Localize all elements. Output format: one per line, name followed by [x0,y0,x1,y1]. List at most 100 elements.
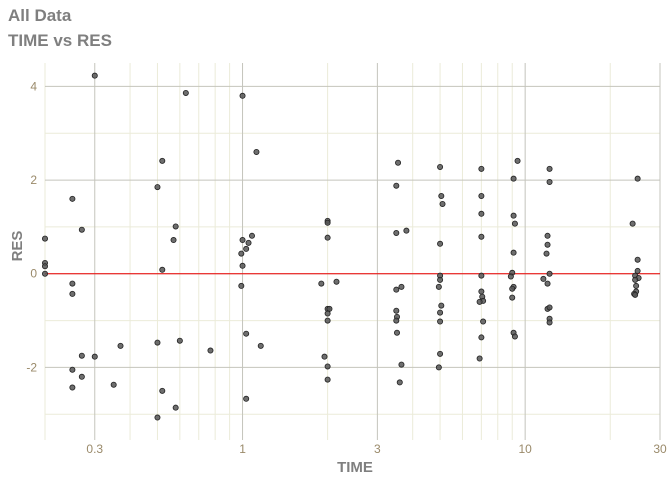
data-point [478,165,485,172]
data-point [239,92,246,99]
data-point [243,395,250,402]
data-point [42,263,49,270]
data-point [546,319,553,326]
data-point [403,227,410,234]
data-point [435,283,442,290]
data-point [510,175,517,182]
x-tick-label: 30 [653,442,667,456]
data-point [510,212,517,219]
data-point [393,307,400,314]
data-point [69,384,76,391]
data-point [633,282,640,289]
data-point [324,376,331,383]
data-point [78,226,85,233]
data-point [238,282,245,289]
data-point [318,280,325,287]
data-point [511,333,518,340]
data-point [69,195,76,202]
y-axis-label: RES [9,231,26,262]
data-point [393,286,400,293]
data-point [324,317,331,324]
data-point [478,210,485,217]
data-point [170,237,177,244]
data-point [253,148,260,155]
data-point [437,276,444,283]
data-point [324,219,331,226]
data-point [629,220,636,227]
data-point [393,182,400,189]
data-point [394,329,401,336]
data-point [437,163,444,170]
data-point [546,178,553,185]
data-point [245,239,252,246]
data-point [544,241,551,248]
grid [44,63,661,440]
data-point [437,240,444,247]
data-point [634,267,641,274]
data-point [159,157,166,164]
data-point [172,404,179,411]
points [42,72,642,421]
x-tick-label: 0.3 [86,442,103,456]
x-tick-label: 1 [239,442,246,456]
x-tick-label: 3 [374,442,381,456]
data-point [324,310,331,317]
data-point [437,318,444,325]
data-point [476,298,483,305]
data-point [435,364,442,371]
data-point [172,223,179,230]
data-point [324,234,331,241]
tick-labels: 0.3 1 3 10 30 -2 0 2 4 [26,79,667,456]
data-point [154,339,161,346]
data-point [478,272,485,279]
data-point [117,342,124,349]
data-point [396,379,403,386]
data-point [543,250,550,257]
data-point [78,352,85,359]
data-point [398,361,405,368]
data-point [476,355,483,362]
data-point [540,275,547,282]
data-point [438,302,445,309]
chart-title: All Data [8,6,72,25]
data-point [91,353,98,360]
data-point [42,235,49,242]
data-point [78,373,85,380]
chart-subtitle: TIME vs RES [8,31,112,50]
data-point [439,200,446,207]
data-point [632,291,639,298]
data-point [333,278,340,285]
data-point [437,350,444,357]
data-point [69,366,76,373]
y-tick-label: -2 [26,360,37,374]
data-point [632,276,639,283]
data-point [478,288,485,295]
data-point [69,290,76,297]
data-point [634,175,641,182]
data-point [321,353,328,360]
data-point [393,317,400,324]
data-point [395,159,402,166]
data-point [514,157,521,164]
data-point [393,230,400,237]
data-point [324,363,331,370]
x-axis-label: TIME [337,459,373,476]
data-point [257,342,264,349]
data-point [238,250,245,257]
data-point [509,294,516,301]
data-point [509,285,516,292]
data-point [159,387,166,394]
y-tick-label: 4 [30,79,37,93]
data-point [511,220,518,227]
data-point [546,270,553,277]
data-point [478,334,485,341]
y-tick-label: 0 [30,267,37,281]
data-point [42,270,49,277]
data-point [546,304,553,311]
data-point [239,237,246,244]
data-point [437,309,444,316]
data-point [544,232,551,239]
data-point [438,193,445,200]
data-point [154,414,161,421]
